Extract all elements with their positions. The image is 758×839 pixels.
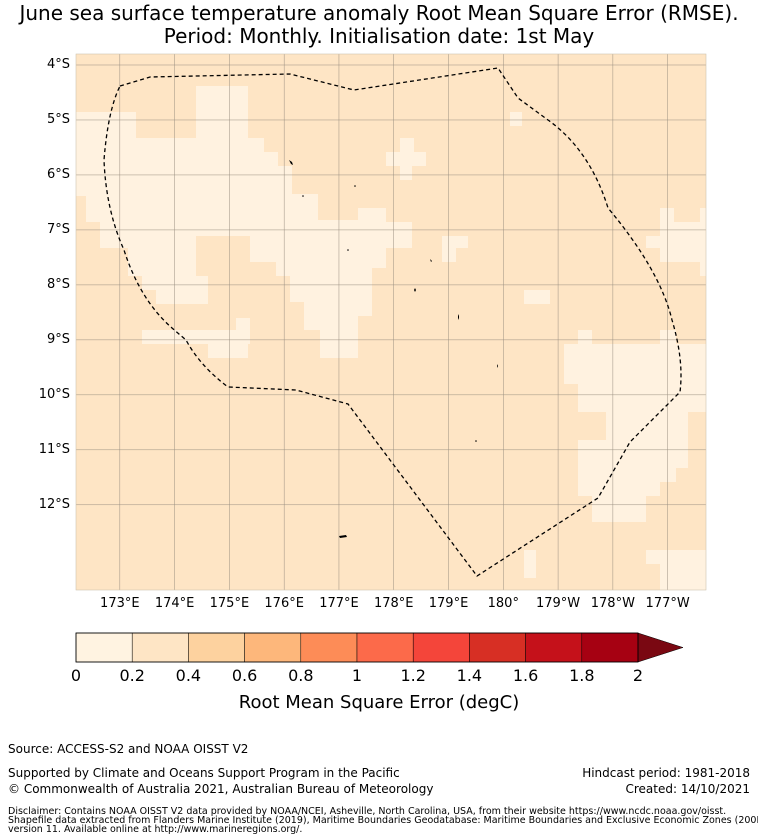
source-text: Source: ACCESS-S2 and NOAA OISST V2 [8,742,249,756]
colorbar-segment [75,632,133,663]
colorbar-segment [581,632,639,663]
colorbar-extension-arrow [637,632,684,663]
latitude-label: 10°S [38,386,70,402]
low-rmse-region-east-patch [524,290,550,304]
latitude-label: 7°S [46,221,70,237]
colorbar-segment [356,632,414,663]
rmse-map [75,53,707,663]
colorbar-segment [131,632,189,663]
low-rmse-region-tiny [510,112,522,126]
colorbar-tick-label: 1.2 [400,666,426,685]
latitude-label: 6°S [46,166,70,182]
island [347,249,349,251]
colorbar [75,632,684,663]
colorbar-tick-label: 1.4 [456,666,483,685]
colorbar-segment [188,632,245,663]
low-rmse-region-east [564,330,706,522]
map-gridlines [76,54,706,590]
colorbar-tick-label: 2 [632,666,644,685]
colorbar-segment [412,632,470,663]
longitude-label: 175°E [209,596,250,611]
latitude-label: 9°S [46,331,70,347]
map-frame [75,53,707,591]
colorbar-tick-label: 1.8 [569,666,595,685]
longitude-label: 178°E [373,596,414,611]
island [339,535,347,538]
longitude-label: 178°W [590,596,635,611]
colorbar-tick-label: 0.2 [119,666,145,685]
colorbar-segment [300,632,358,663]
island [414,288,416,292]
disclaimer-line-1: Disclaimer: Contains NOAA OISST V2 data … [8,806,727,817]
colorbar-tick-label: 0.6 [231,666,258,685]
island [458,314,459,320]
island [430,259,432,262]
eez-boundary [103,67,682,577]
chart-title-line-2: Period: Monthly. Initialisation date: 1s… [163,24,595,48]
low-rmse-region-northeast [646,208,706,276]
supported-text: Supported by Climate and Oceans Support … [8,766,400,780]
latitude-label: 5°S [46,111,70,127]
longitude-label: 180° [487,596,519,611]
chart-title-line-1: June sea surface temperature anomaly Roo… [19,1,739,25]
longitude-label: 177°E [319,596,359,611]
longitude-label: 173°E [100,596,140,611]
longitude-label: 179°W [535,596,581,611]
colorbar-tick-label: 1 [351,666,363,685]
colorbar-frame [75,632,639,663]
longitude-label: 174°E [154,596,195,611]
colorbar-tick-label: 0.4 [175,666,202,685]
island [475,440,477,442]
latitude-label: 4°S [46,56,70,72]
low-rmse-region-southeast [646,550,706,590]
disclaimer-line-3: version 11. Available online at http://w… [8,824,303,835]
latitude-label: 8°S [46,276,70,292]
low-rmse-region-center [386,138,426,180]
island [497,364,498,368]
low-rmse-region-south-patch [524,550,536,578]
copyright-text: © Commonwealth of Australia 2021, Austra… [8,782,434,796]
created-date-text: Created: 14/10/2021 [625,782,750,796]
latitude-label: 11°S [38,441,70,457]
longitude-label: 176°E [264,596,304,611]
colorbar-tick-label: 1.6 [512,666,539,685]
colorbar-tick-label: 0 [70,666,82,685]
islands [289,160,498,538]
colorbar-tick-label: 0.8 [288,666,314,685]
island [354,185,356,187]
longitude-label: 177°W [645,596,690,611]
hindcast-period-text: Hindcast period: 1981-2018 [582,766,750,780]
disclaimer-line-2: Shapefile data extracted from Flanders M… [8,815,758,826]
latitude-label: 12°S [38,496,70,512]
colorbar-segment [244,632,302,663]
island [302,195,304,197]
colorbar-label: Root Mean Square Error (degC) [238,692,520,713]
colorbar-segment [469,632,526,663]
island [289,160,293,165]
low-rmse-region-south [142,318,262,358]
low-rmse-region-west [76,86,412,358]
longitude-label: 179°E [428,596,469,611]
colorbar-segment [525,632,583,663]
